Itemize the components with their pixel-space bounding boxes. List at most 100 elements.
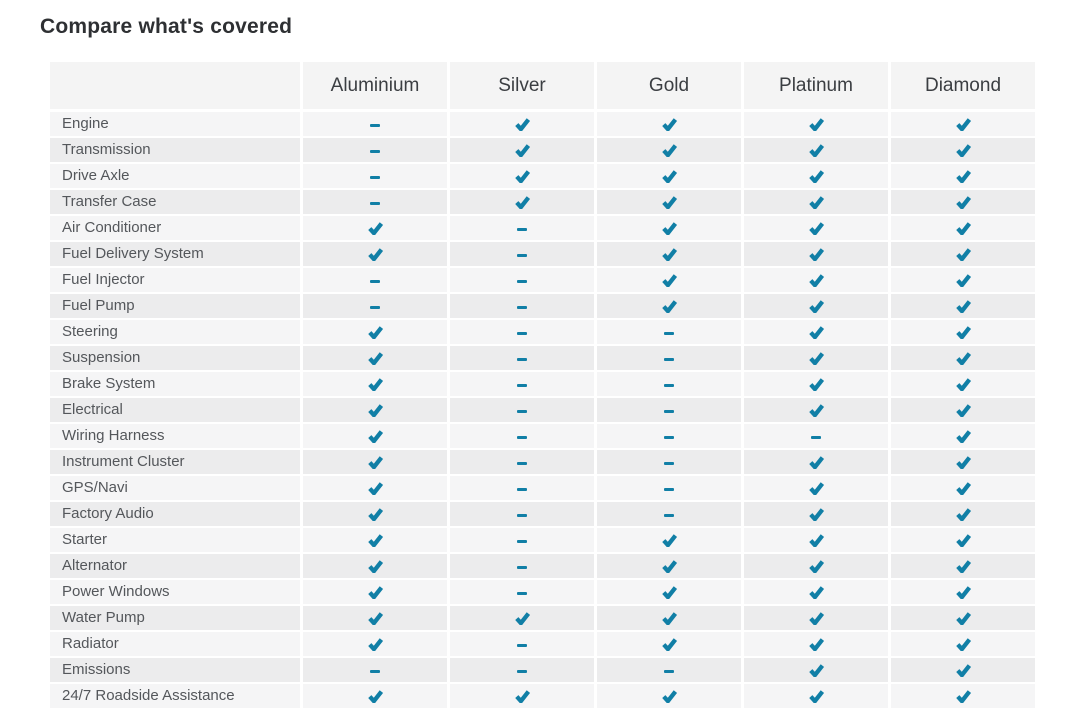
table-row: GPS/Navi — [50, 476, 1035, 502]
check-icon — [808, 637, 824, 651]
coverage-cell — [594, 372, 741, 398]
coverage-cell — [741, 294, 888, 320]
coverage-cell — [888, 398, 1035, 424]
column-header-gold: Gold — [594, 62, 741, 112]
coverage-cell — [888, 476, 1035, 502]
row-label: Engine — [50, 112, 300, 138]
table-row: Radiator — [50, 632, 1035, 658]
row-label: Transmission — [50, 138, 300, 164]
check-icon — [367, 325, 383, 339]
check-icon — [514, 143, 530, 157]
row-label: Alternator — [50, 554, 300, 580]
coverage-cell — [741, 502, 888, 528]
check-icon — [367, 403, 383, 417]
coverage-cell — [300, 320, 447, 346]
column-header-aluminium: Aluminium — [300, 62, 447, 112]
check-icon — [514, 169, 530, 183]
row-label: Instrument Cluster — [50, 450, 300, 476]
dash-icon — [370, 670, 380, 673]
check-icon — [955, 221, 971, 235]
dash-icon — [664, 436, 674, 439]
coverage-cell — [447, 294, 594, 320]
row-label: Steering — [50, 320, 300, 346]
coverage-cell — [594, 502, 741, 528]
check-icon — [661, 195, 677, 209]
dash-icon — [517, 488, 527, 491]
coverage-cell — [741, 216, 888, 242]
coverage-cell — [741, 164, 888, 190]
check-icon — [808, 377, 824, 391]
column-header-diamond: Diamond — [888, 62, 1035, 112]
check-icon — [955, 533, 971, 547]
check-icon — [367, 611, 383, 625]
coverage-cell — [888, 502, 1035, 528]
check-icon — [955, 247, 971, 261]
check-icon — [808, 117, 824, 131]
row-label: Brake System — [50, 372, 300, 398]
check-icon — [661, 637, 677, 651]
dash-icon — [664, 384, 674, 387]
dash-icon — [517, 644, 527, 647]
coverage-cell — [741, 606, 888, 632]
table-row: Air Conditioner — [50, 216, 1035, 242]
dash-icon — [664, 332, 674, 335]
coverage-cell — [594, 450, 741, 476]
row-label: Power Windows — [50, 580, 300, 606]
check-icon — [367, 429, 383, 443]
row-label: Transfer Case — [50, 190, 300, 216]
dash-icon — [517, 462, 527, 465]
coverage-cell — [300, 268, 447, 294]
dash-icon — [370, 124, 380, 127]
row-label: Emissions — [50, 658, 300, 684]
table-row: Alternator — [50, 554, 1035, 580]
row-label: Water Pump — [50, 606, 300, 632]
check-icon — [955, 403, 971, 417]
check-icon — [661, 221, 677, 235]
coverage-cell — [888, 190, 1035, 216]
check-icon — [367, 221, 383, 235]
coverage-comparison-table: Aluminium Silver Gold Platinum Diamond Engin… — [50, 62, 1035, 710]
coverage-cell — [888, 580, 1035, 606]
coverage-cell — [300, 216, 447, 242]
row-label: Drive Axle — [50, 164, 300, 190]
coverage-cell — [888, 346, 1035, 372]
table-row: 24/7 Roadside Assistance — [50, 684, 1035, 710]
coverage-cell — [888, 658, 1035, 684]
check-icon — [808, 403, 824, 417]
check-icon — [367, 585, 383, 599]
check-icon — [808, 689, 824, 703]
dash-icon — [664, 462, 674, 465]
coverage-cell — [594, 268, 741, 294]
check-icon — [661, 559, 677, 573]
coverage-cell — [300, 502, 447, 528]
check-icon — [955, 455, 971, 469]
coverage-cell — [594, 424, 741, 450]
check-icon — [808, 299, 824, 313]
dash-icon — [517, 436, 527, 439]
row-label: Fuel Pump — [50, 294, 300, 320]
check-icon — [955, 507, 971, 521]
dash-icon — [664, 410, 674, 413]
row-label: Starter — [50, 528, 300, 554]
dash-icon — [517, 540, 527, 543]
check-icon — [955, 611, 971, 625]
coverage-cell — [741, 424, 888, 450]
check-icon — [367, 377, 383, 391]
check-icon — [955, 169, 971, 183]
coverage-cell — [300, 658, 447, 684]
check-icon — [367, 637, 383, 651]
coverage-cell — [741, 346, 888, 372]
coverage-cell — [741, 684, 888, 710]
check-icon — [661, 611, 677, 625]
coverage-cell — [447, 346, 594, 372]
table-row: Brake System — [50, 372, 1035, 398]
coverage-cell — [300, 580, 447, 606]
dash-icon — [370, 280, 380, 283]
coverage-cell — [594, 476, 741, 502]
coverage-cell — [888, 294, 1035, 320]
coverage-cell — [888, 632, 1035, 658]
table-header: Aluminium Silver Gold Platinum Diamond — [50, 62, 1035, 112]
coverage-cell — [741, 580, 888, 606]
dash-icon — [664, 358, 674, 361]
table-row: Instrument Cluster — [50, 450, 1035, 476]
